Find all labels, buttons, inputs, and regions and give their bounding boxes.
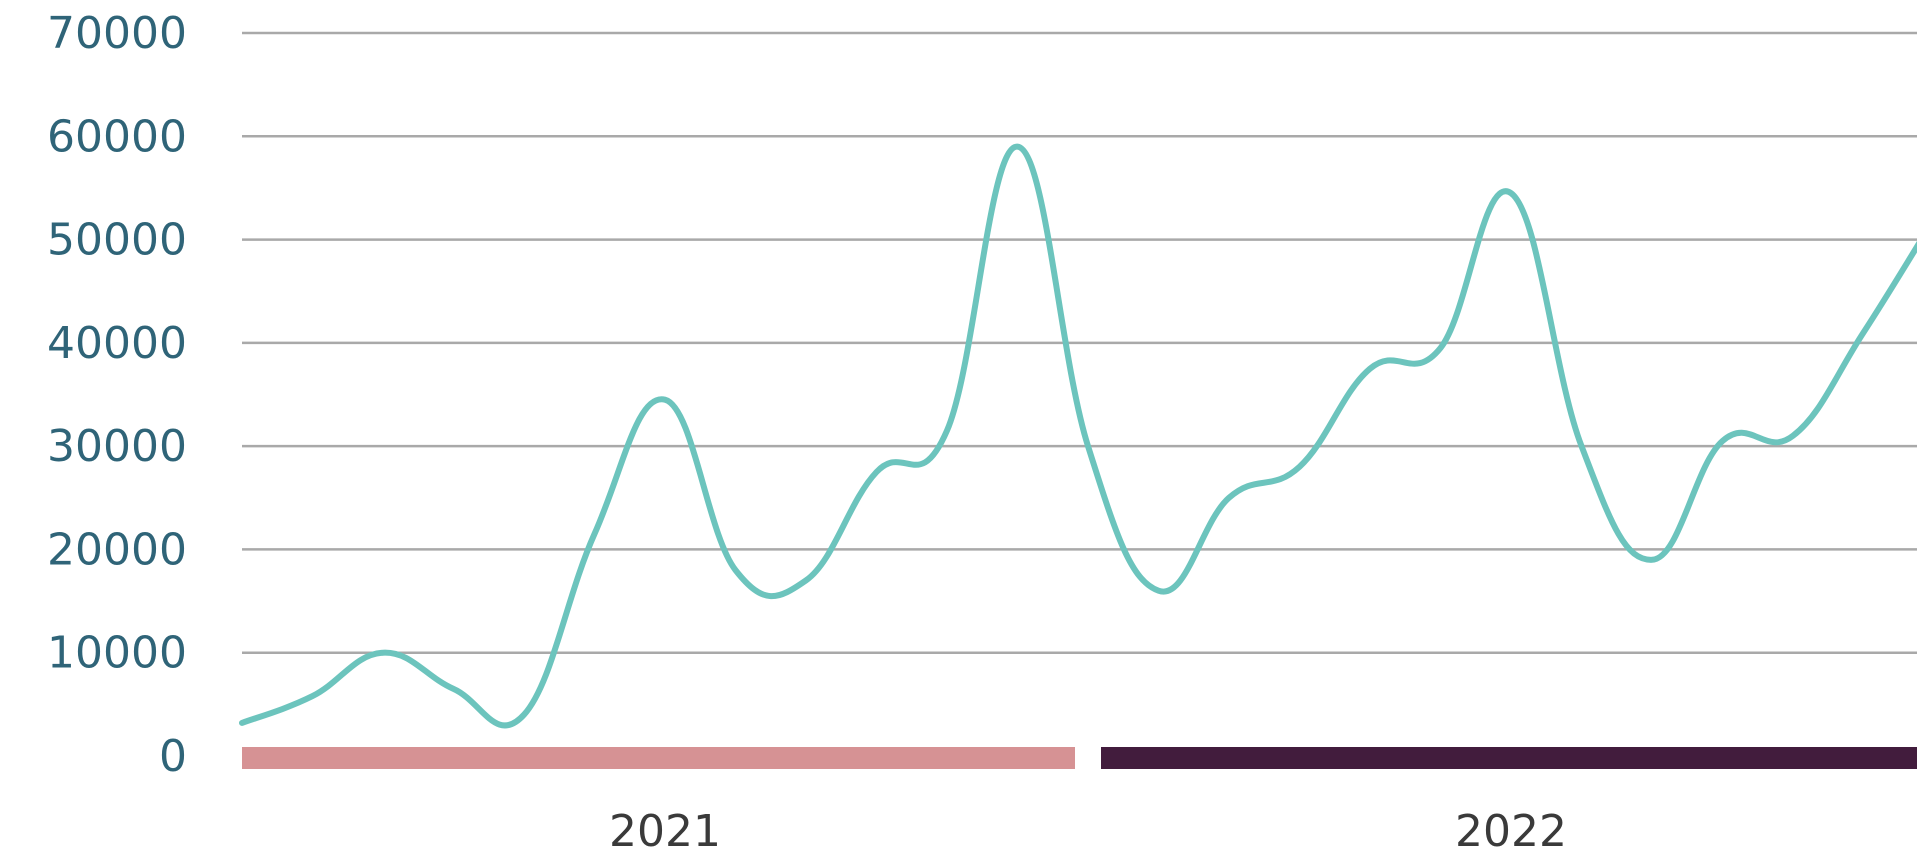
period-bar-2022 [1101, 747, 1917, 769]
series-lines [239, 143, 1917, 729]
y-tick-label: 50000 [47, 215, 187, 266]
period-bar-2021 [242, 747, 1075, 769]
y-tick-label: 30000 [47, 421, 187, 472]
y-tick-label: 0 [159, 731, 187, 782]
period-label: 2022 [1455, 806, 1567, 853]
y-tick-label: 70000 [47, 8, 187, 59]
y-tick-label: 20000 [47, 524, 187, 575]
series-line-0 [239, 143, 1917, 729]
y-tick-label: 40000 [47, 318, 187, 369]
y-axis-tick-labels: 0 10000 20000 30000 40000 50000 60000 70000 [47, 8, 187, 782]
y-tick-label: 10000 [47, 628, 187, 679]
period-label: 2021 [609, 806, 721, 853]
period-bars: 2021 2022 [242, 747, 1917, 857]
y-tick-label: 60000 [47, 111, 187, 162]
gridlines [242, 31, 1917, 654]
